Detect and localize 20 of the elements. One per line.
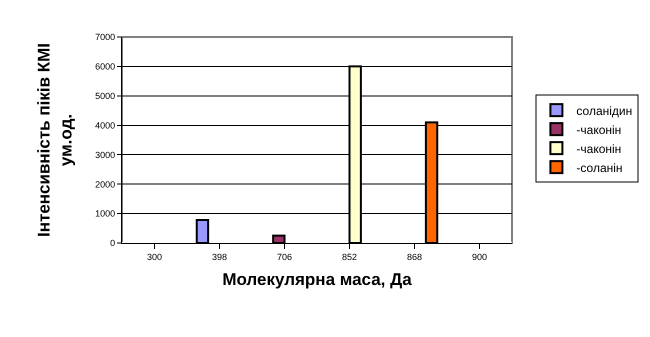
legend-label: -чаконін xyxy=(576,122,622,137)
y-tick-label: 0 xyxy=(110,238,116,248)
x-tick-label: 852 xyxy=(342,252,358,262)
legend-label: -соланін xyxy=(576,160,623,175)
y-axis-title: Інтенсивність піків КМІ ум.од. xyxy=(34,43,76,237)
y-tick-label: 1000 xyxy=(95,208,116,219)
y-tick-label: 6000 xyxy=(95,62,116,72)
legend-label: -чаконін xyxy=(576,142,622,156)
x-axis-title: Молекулярна маса, Да xyxy=(222,270,412,290)
x-tick-label: 706 xyxy=(276,252,292,262)
x-tick-label: 398 xyxy=(212,252,228,262)
y-tick-label: 7000 xyxy=(95,32,116,42)
x-tick-label: 868 xyxy=(406,252,422,262)
x-tick-label: 900 xyxy=(472,252,488,262)
x-tick-label: 300 xyxy=(146,252,162,262)
y-tick-label: 3000 xyxy=(95,150,116,160)
y-tick-label: 2000 xyxy=(95,179,116,190)
legend-label: соланідин xyxy=(576,104,632,118)
y-tick-label: 4000 xyxy=(95,120,116,130)
y-tick-label: 5000 xyxy=(95,91,116,102)
